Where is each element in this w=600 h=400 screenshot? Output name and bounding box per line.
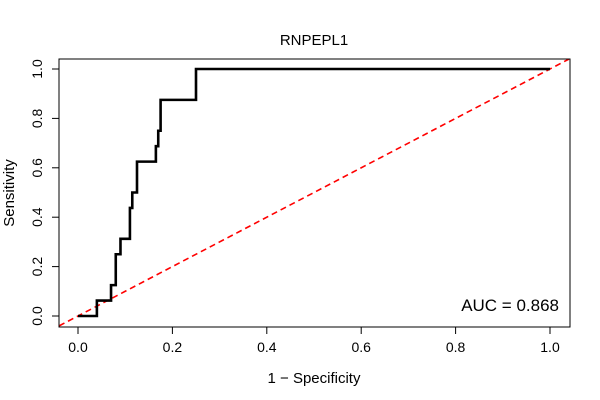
y-tick-label: 1.0 [29,59,45,79]
x-tick-label: 0.8 [446,339,466,355]
auc-annotation: AUC = 0.868 [461,296,559,315]
chart-title: RNPEPL1 [280,32,348,49]
reference-diagonal-line [59,59,570,327]
x-tick-label: 0.2 [163,339,183,355]
roc-curve-line [78,67,550,318]
x-tick-label: 0.4 [257,339,277,355]
x-tick-label: 0.6 [351,339,371,355]
y-tick-label: 0.0 [29,306,45,326]
x-tick-label: 1.0 [540,339,560,355]
x-axis-label: 1 − Specificity [268,370,361,387]
x-axis: 0.0 0.2 0.4 0.6 0.8 1.0 [68,326,560,355]
x-tick-label: 0.0 [68,339,88,355]
y-tick-label: 0.2 [29,257,45,277]
y-tick-label: 0.4 [29,207,45,227]
y-axis: 0.0 0.2 0.4 0.6 0.8 1.0 [29,59,60,326]
y-axis-label: Sensitivity [1,159,18,227]
y-tick-label: 0.8 [29,108,45,128]
y-tick-label: 0.6 [29,158,45,178]
